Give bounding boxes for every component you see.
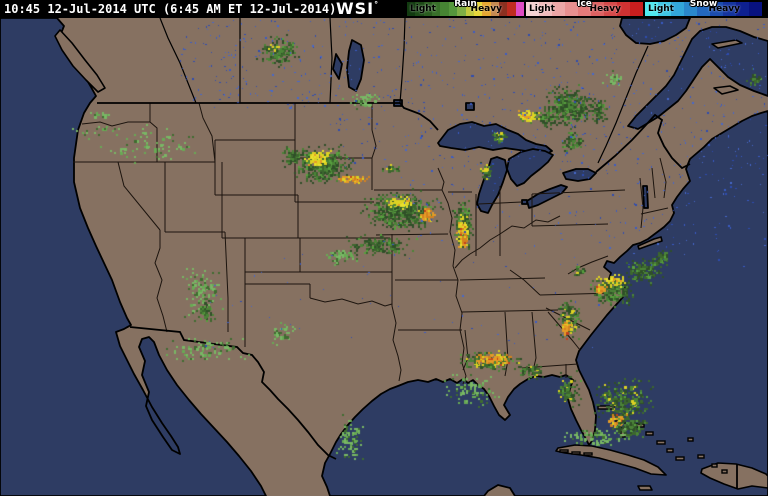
wsi-logo: WSI°	[336, 0, 379, 18]
ice-heavy-label: Heavy	[589, 4, 621, 14]
legend-ice-bar: Light Heavy Ice	[526, 0, 643, 16]
ice-gradient	[526, 2, 643, 16]
degree-mark: °	[374, 0, 380, 9]
rain-gradient	[407, 2, 525, 16]
snow-light-label: Light	[648, 4, 674, 14]
wsi-logo-text: WSI	[336, 0, 375, 18]
rain-caption: Rain	[454, 0, 477, 9]
ice-light-label: Light	[529, 4, 555, 14]
legend-snow-bar: Light Heavy Snow	[645, 0, 762, 16]
legend-rain-bar: Light Heavy Rain	[407, 0, 525, 16]
rain-light-label: Light	[410, 4, 436, 14]
snow-caption: Snow	[689, 0, 718, 9]
snow-heavy-label: Heavy	[708, 4, 740, 14]
snow-gradient	[645, 2, 762, 16]
radar-map	[0, 18, 768, 496]
ice-caption: Ice	[577, 0, 592, 9]
radar-echo-layer	[0, 18, 768, 496]
timestamp: 10:45 12-Jul-2014 UTC (6:45 AM ET 12-Jul…	[4, 2, 337, 16]
rain-heavy-label: Heavy	[470, 4, 502, 14]
status-bar: 10:45 12-Jul-2014 UTC (6:45 AM ET 12-Jul…	[0, 0, 768, 18]
precip-legend: Light Heavy Rain Light Heavy Ice Light H…	[407, 0, 764, 16]
